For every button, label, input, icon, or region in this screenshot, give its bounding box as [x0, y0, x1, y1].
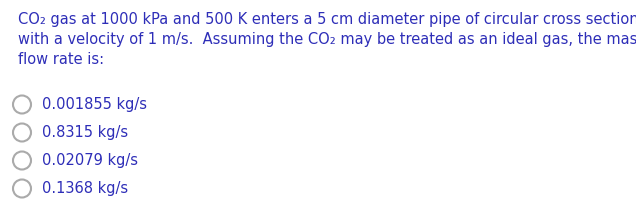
Text: 0.8315 kg/s: 0.8315 kg/s — [42, 125, 128, 140]
Text: 0.001855 kg/s: 0.001855 kg/s — [42, 97, 147, 112]
Text: with a velocity of 1 m/s.  Assuming the CO₂ may be treated as an ideal gas, the : with a velocity of 1 m/s. Assuming the C… — [18, 32, 636, 47]
Text: CO₂ gas at 1000 kPa and 500 K enters a 5 cm diameter pipe of circular cross sect: CO₂ gas at 1000 kPa and 500 K enters a 5… — [18, 12, 636, 27]
Text: 0.1368 kg/s: 0.1368 kg/s — [42, 181, 128, 196]
Text: flow rate is:: flow rate is: — [18, 52, 104, 67]
Text: 0.02079 kg/s: 0.02079 kg/s — [42, 153, 138, 168]
